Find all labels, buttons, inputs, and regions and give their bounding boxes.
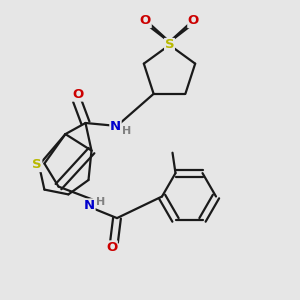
Text: O: O (106, 241, 117, 254)
Text: H: H (122, 126, 131, 136)
Text: N: N (84, 199, 95, 212)
Text: S: S (32, 158, 42, 172)
Text: H: H (96, 197, 105, 207)
Text: O: O (72, 88, 83, 101)
Text: O: O (188, 14, 199, 28)
Text: S: S (165, 38, 174, 52)
Text: N: N (110, 119, 121, 133)
Text: O: O (140, 14, 151, 28)
